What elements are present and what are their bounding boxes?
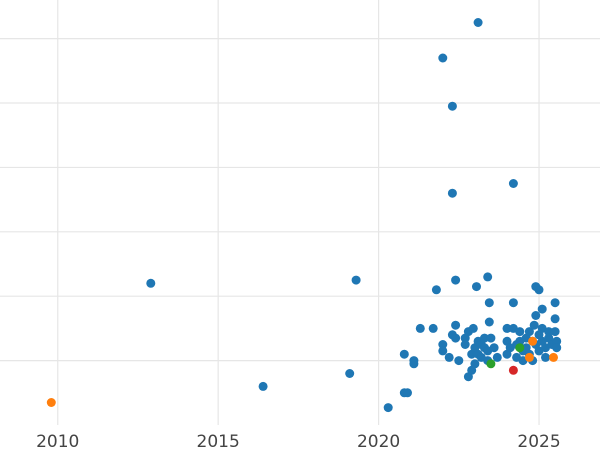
data-point [451,333,461,343]
data-point [552,336,562,346]
data-point [531,311,541,320]
data-point [480,333,489,343]
data-point [438,53,448,63]
data-point [447,188,457,198]
data-point [345,369,355,378]
data-point [451,320,461,330]
data-point [549,352,558,362]
data-point [484,298,494,308]
data-point [470,359,480,369]
data-point [409,356,419,366]
data-point [486,359,496,369]
data-point [428,323,438,333]
data-point [454,356,464,366]
data-point [447,101,457,111]
grid-layer [0,0,600,425]
data-point [534,285,544,295]
data-point [483,272,493,282]
x-tick-label: 2010 [36,432,79,450]
data-point [489,343,499,353]
data-point [550,314,560,324]
x-tick-label: 2025 [517,432,560,450]
data-point [460,340,470,349]
x-tick-label: 2015 [197,432,240,450]
data-point [541,352,550,362]
data-point [492,352,502,362]
data-point [537,304,547,314]
data-point [544,327,554,337]
data-point [524,352,534,362]
data-point [484,317,494,327]
data-point [258,381,268,391]
data-point [472,282,481,292]
data-point [550,327,560,337]
points-layer [46,18,562,413]
data-point [508,298,518,308]
data-point [524,327,534,337]
data-point [351,275,361,285]
data-point [515,327,525,337]
data-point [528,336,538,346]
data-point [468,323,478,333]
data-point [383,403,393,413]
data-point [550,298,560,308]
x-tick-labels: 2010 2015 2020 2025 [36,432,561,450]
data-point [403,388,412,398]
data-point [438,340,448,349]
data-point [502,323,512,333]
data-point [444,352,454,362]
data-point [415,323,425,333]
data-point [473,18,483,27]
data-point [552,343,562,353]
data-point [431,285,441,295]
data-point [508,179,518,188]
data-point [451,275,461,285]
data-point [46,398,56,407]
data-point [399,349,409,359]
x-tick-label: 2020 [357,432,400,450]
data-point [146,278,156,288]
data-point [529,320,539,330]
data-point [508,365,518,375]
data-point [438,346,448,356]
data-point [486,333,496,343]
data-point [515,343,525,353]
